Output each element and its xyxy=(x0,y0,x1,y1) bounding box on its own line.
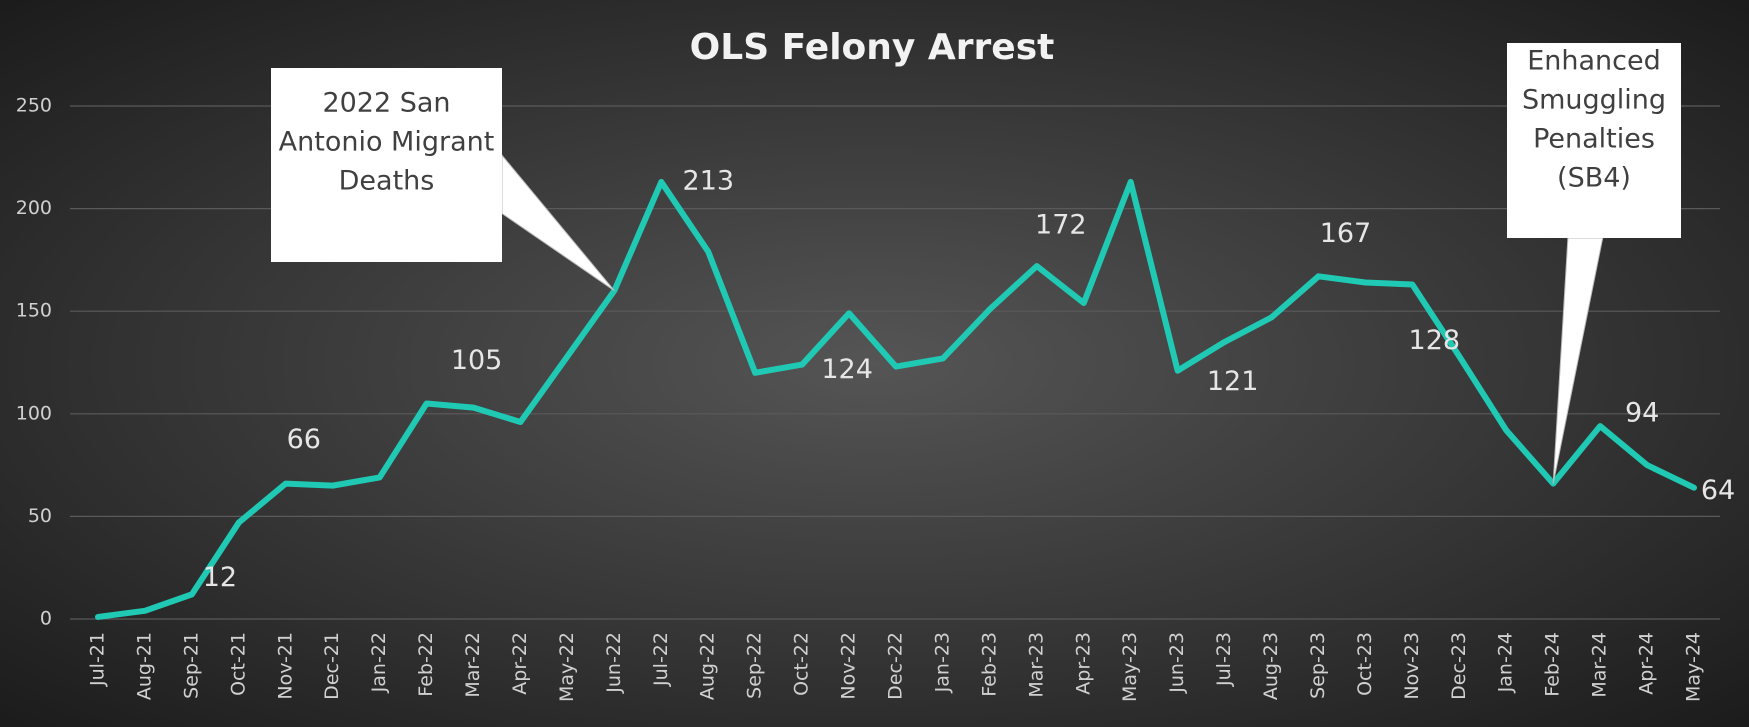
annotation-text: Smuggling xyxy=(1522,85,1666,116)
data-label: 94 xyxy=(1625,398,1659,429)
data-label: 213 xyxy=(683,165,735,196)
x-tick-label: Jan-23 xyxy=(931,632,953,693)
data-label: 172 xyxy=(1035,210,1087,241)
x-tick-label: Feb-23 xyxy=(978,632,1000,697)
x-tick-label: Feb-22 xyxy=(415,632,437,697)
x-tick-label: Jun-23 xyxy=(1166,632,1188,694)
x-tick-label: Apr-24 xyxy=(1636,632,1658,695)
x-tick-label: Oct-21 xyxy=(227,632,249,696)
x-tick-label: Jun-22 xyxy=(603,632,625,694)
x-tick-label: Jul-23 xyxy=(1213,632,1235,687)
x-tick-label: May-24 xyxy=(1683,632,1705,702)
x-tick-label: Aug-21 xyxy=(133,632,155,700)
chart-title: OLS Felony Arrest xyxy=(690,27,1055,68)
data-label: 12 xyxy=(203,562,237,593)
x-tick-label: Dec-22 xyxy=(885,632,907,700)
callout-box xyxy=(1507,43,1681,238)
data-line xyxy=(95,178,1697,620)
x-tick-label: Oct-23 xyxy=(1354,632,1376,696)
x-tick-label: Apr-23 xyxy=(1072,632,1094,695)
x-tick-label: Feb-24 xyxy=(1542,632,1564,697)
y-tick-label: 250 xyxy=(16,95,52,117)
x-tick-label: Mar-22 xyxy=(462,632,484,698)
annotation-text: Penalties xyxy=(1533,124,1655,155)
data-label: 121 xyxy=(1207,366,1259,397)
data-label: 64 xyxy=(1701,475,1735,506)
x-tick-label: Dec-21 xyxy=(321,632,343,700)
x-tick-label: Nov-21 xyxy=(274,632,296,700)
data-label: 105 xyxy=(451,345,503,376)
x-tick-label: May-23 xyxy=(1119,632,1141,702)
x-tick-label: Mar-23 xyxy=(1025,632,1047,698)
x-tick-label: Mar-24 xyxy=(1589,632,1611,698)
x-tick-label: Apr-22 xyxy=(509,632,531,695)
data-label: 167 xyxy=(1320,218,1372,249)
annotation-text: 2022 San xyxy=(322,88,450,119)
x-tick-label: Oct-22 xyxy=(791,632,813,696)
y-tick-label: 50 xyxy=(28,505,52,527)
x-tick-label: Sep-21 xyxy=(180,632,202,699)
x-tick-label: Aug-22 xyxy=(697,632,719,700)
data-label: 66 xyxy=(287,424,321,455)
y-tick-label: 0 xyxy=(40,608,52,630)
x-tick-label: Sep-22 xyxy=(744,632,766,699)
y-tick-label: 100 xyxy=(16,402,52,424)
x-tick-label: Jan-24 xyxy=(1495,632,1517,693)
annotation-text: Enhanced xyxy=(1527,46,1661,77)
x-tick-label: Jul-21 xyxy=(87,632,109,687)
x-tick-label: Aug-23 xyxy=(1260,632,1282,700)
callout-box xyxy=(271,68,502,262)
annotation-text: (SB4) xyxy=(1557,163,1631,194)
y-tick-label: 150 xyxy=(16,300,52,322)
data-label: 124 xyxy=(821,354,873,385)
x-tick-label: Jul-22 xyxy=(650,632,672,687)
x-tick-label: Dec-23 xyxy=(1448,632,1470,700)
data-label: 128 xyxy=(1409,325,1461,356)
annotation-text: Antonio Migrant xyxy=(279,127,495,158)
x-tick-label: May-22 xyxy=(556,632,578,702)
annotation-text: Deaths xyxy=(339,166,435,197)
x-tick-label: Nov-22 xyxy=(838,632,860,700)
x-tick-label: Nov-23 xyxy=(1401,632,1423,700)
y-tick-label: 200 xyxy=(16,197,52,219)
x-tick-label: Jan-22 xyxy=(368,632,390,693)
x-tick-label: Sep-23 xyxy=(1307,632,1329,699)
